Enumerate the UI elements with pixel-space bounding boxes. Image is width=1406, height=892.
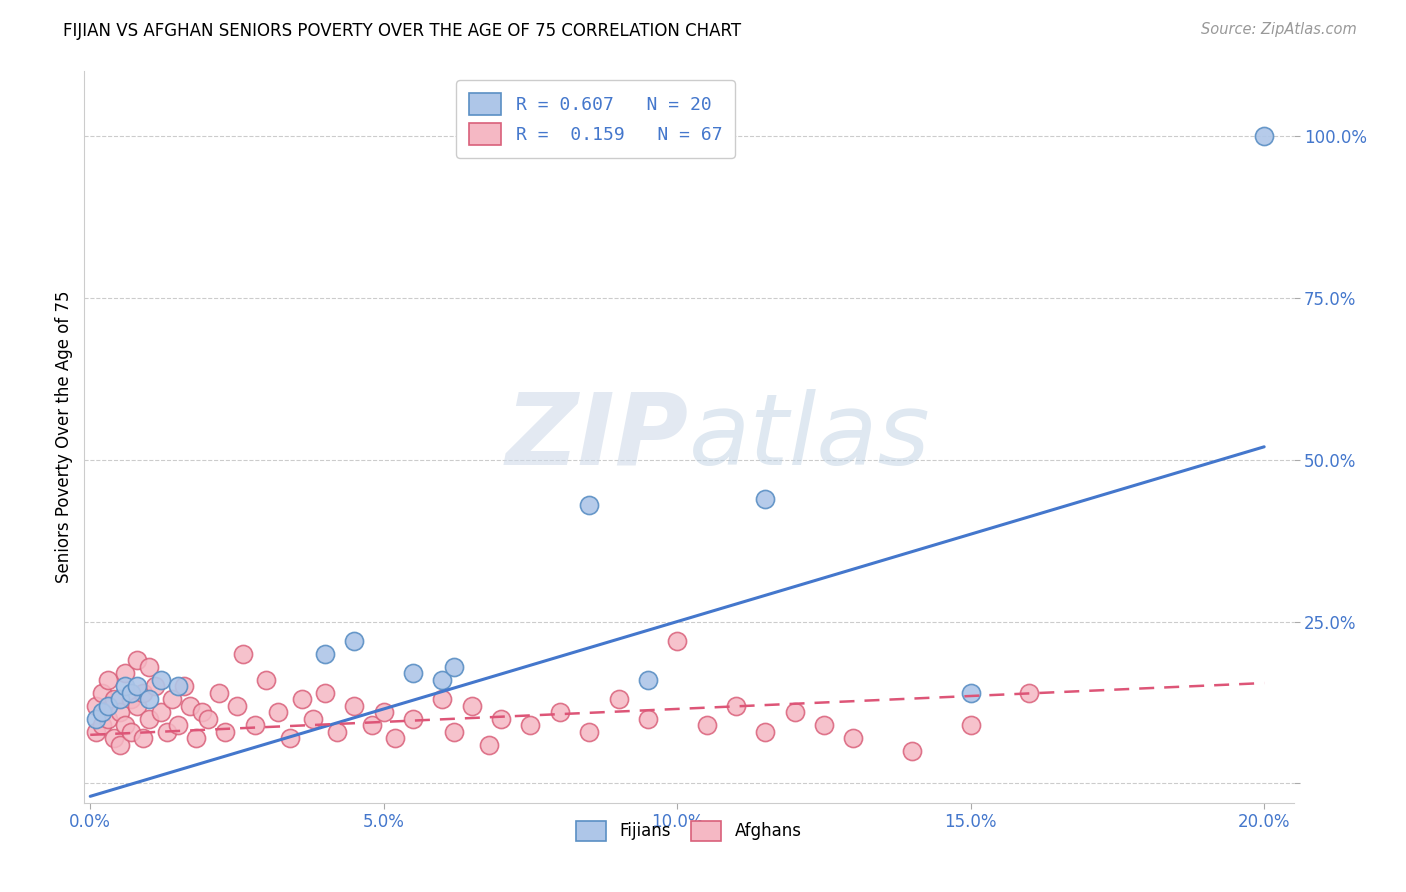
Point bbox=[179, 698, 201, 713]
Point bbox=[314, 686, 336, 700]
Point bbox=[302, 712, 325, 726]
Point bbox=[901, 744, 924, 758]
Point bbox=[138, 692, 160, 706]
Point bbox=[103, 692, 125, 706]
Point bbox=[361, 718, 384, 732]
Point bbox=[114, 718, 136, 732]
Point bbox=[783, 705, 806, 719]
Point bbox=[132, 686, 155, 700]
Point bbox=[637, 673, 659, 687]
Point bbox=[842, 731, 865, 745]
Text: atlas: atlas bbox=[689, 389, 931, 485]
Point bbox=[143, 679, 166, 693]
Point bbox=[696, 718, 718, 732]
Point bbox=[108, 692, 131, 706]
Point bbox=[443, 724, 465, 739]
Point bbox=[813, 718, 835, 732]
Point bbox=[155, 724, 177, 739]
Point bbox=[97, 712, 120, 726]
Point bbox=[214, 724, 236, 739]
Point bbox=[108, 705, 131, 719]
Point bbox=[127, 698, 149, 713]
Point bbox=[489, 712, 512, 726]
Text: Source: ZipAtlas.com: Source: ZipAtlas.com bbox=[1201, 22, 1357, 37]
Point bbox=[120, 724, 142, 739]
Point bbox=[190, 705, 212, 719]
Point bbox=[132, 731, 155, 745]
Point bbox=[91, 718, 114, 732]
Point bbox=[197, 712, 219, 726]
Point bbox=[97, 698, 120, 713]
Point bbox=[138, 712, 160, 726]
Point bbox=[290, 692, 312, 706]
Point bbox=[343, 634, 366, 648]
Point bbox=[167, 718, 190, 732]
Point bbox=[326, 724, 349, 739]
Text: FIJIAN VS AFGHAN SENIORS POVERTY OVER THE AGE OF 75 CORRELATION CHART: FIJIAN VS AFGHAN SENIORS POVERTY OVER TH… bbox=[63, 22, 741, 40]
Point bbox=[162, 692, 184, 706]
Point bbox=[754, 491, 776, 506]
Point bbox=[278, 731, 301, 745]
Point bbox=[114, 666, 136, 681]
Point bbox=[108, 738, 131, 752]
Point bbox=[432, 673, 454, 687]
Point bbox=[478, 738, 501, 752]
Point bbox=[120, 686, 142, 700]
Point bbox=[578, 498, 600, 512]
Point bbox=[724, 698, 747, 713]
Point bbox=[114, 679, 136, 693]
Y-axis label: Seniors Poverty Over the Age of 75: Seniors Poverty Over the Age of 75 bbox=[55, 291, 73, 583]
Point bbox=[84, 712, 107, 726]
Point bbox=[91, 705, 114, 719]
Point bbox=[267, 705, 290, 719]
Point bbox=[384, 731, 406, 745]
Point bbox=[1253, 129, 1275, 144]
Point bbox=[461, 698, 484, 713]
Point bbox=[232, 647, 254, 661]
Point bbox=[226, 698, 249, 713]
Point bbox=[1018, 686, 1040, 700]
Text: ZIP: ZIP bbox=[506, 389, 689, 485]
Point bbox=[314, 647, 336, 661]
Legend: Fijians, Afghans: Fijians, Afghans bbox=[568, 813, 810, 849]
Point bbox=[402, 666, 425, 681]
Point bbox=[343, 698, 366, 713]
Point bbox=[84, 724, 107, 739]
Point bbox=[443, 660, 465, 674]
Point bbox=[959, 718, 981, 732]
Point bbox=[208, 686, 231, 700]
Point bbox=[519, 718, 541, 732]
Point bbox=[120, 692, 142, 706]
Point bbox=[959, 686, 981, 700]
Point bbox=[607, 692, 630, 706]
Point bbox=[149, 705, 172, 719]
Point bbox=[666, 634, 689, 648]
Point bbox=[127, 679, 149, 693]
Point bbox=[254, 673, 277, 687]
Point bbox=[637, 712, 659, 726]
Point bbox=[138, 660, 160, 674]
Point bbox=[402, 712, 425, 726]
Point bbox=[149, 673, 172, 687]
Point bbox=[167, 679, 190, 693]
Point bbox=[432, 692, 454, 706]
Point bbox=[243, 718, 266, 732]
Point bbox=[173, 679, 195, 693]
Point bbox=[97, 673, 120, 687]
Point bbox=[84, 698, 107, 713]
Point bbox=[373, 705, 395, 719]
Point bbox=[578, 724, 600, 739]
Point bbox=[103, 731, 125, 745]
Point bbox=[127, 653, 149, 667]
Point bbox=[91, 686, 114, 700]
Point bbox=[184, 731, 207, 745]
Point bbox=[754, 724, 776, 739]
Point bbox=[548, 705, 571, 719]
